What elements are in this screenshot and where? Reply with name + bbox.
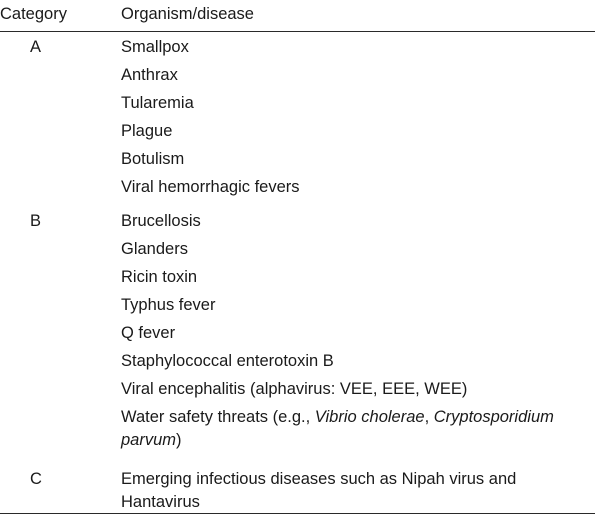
list-item: Glanders <box>121 240 188 258</box>
organism-list: Emerging infectious diseases such as Nip… <box>121 465 595 514</box>
list-item: Plague <box>121 122 173 140</box>
list-item: Emerging infectious diseases such as Nip… <box>121 470 517 511</box>
water-prefix: Water safety threats (e.g., <box>121 408 315 426</box>
category-label: C <box>30 470 42 488</box>
water-suffix: ) <box>176 431 182 449</box>
list-item: Ricin toxin <box>121 268 198 286</box>
list-item: Anthrax <box>121 66 178 84</box>
water-organism-1: Vibrio cholerae <box>314 408 425 426</box>
water-middle: , <box>424 408 434 426</box>
organism-list: Brucellosis Glanders Ricin toxin Typhus … <box>121 207 595 452</box>
header-rule <box>0 31 595 32</box>
list-item: Staphylococcal enterotoxin B <box>121 352 334 370</box>
list-item: Typhus fever <box>121 296 216 314</box>
list-item: Viral hemorrhagic fevers <box>121 178 300 196</box>
category-label: B <box>30 212 42 230</box>
list-item: Tularemia <box>121 94 194 112</box>
organism-list: Smallpox Anthrax Tularemia Plague Botuli… <box>121 33 595 201</box>
header-category: Category <box>0 5 67 23</box>
list-item: Smallpox <box>121 38 189 56</box>
category-label: A <box>30 38 42 56</box>
list-item: Brucellosis <box>121 212 201 230</box>
list-item: Q fever <box>121 324 176 342</box>
list-item: Viral encephalitis (alphavirus: VEE, EEE… <box>121 380 468 398</box>
footer-rule <box>0 513 595 514</box>
water-organism-2: Cryptosporidium parvum <box>121 408 554 449</box>
header-organism-disease: Organism/disease <box>121 5 254 23</box>
list-item-water-safety: Water safety threats (e.g., Vibrio chole… <box>121 403 595 452</box>
list-item: Botulism <box>121 150 185 168</box>
